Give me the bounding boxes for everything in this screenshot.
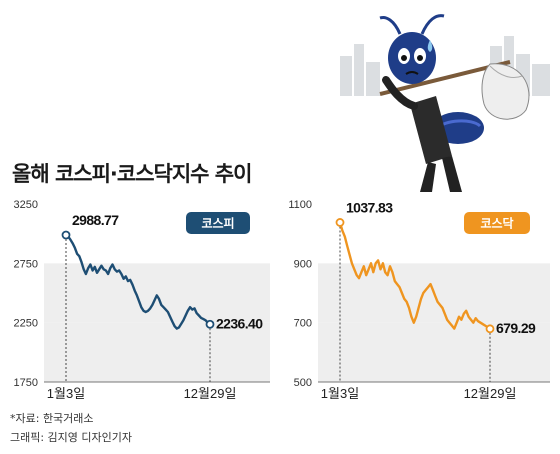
end-value-label: 2236.40 [216, 315, 263, 331]
grid-band [44, 322, 270, 382]
grid-band [318, 322, 550, 382]
series-line [338, 222, 491, 330]
y-tick-label: 2250 [14, 318, 38, 330]
start-point [335, 218, 345, 227]
start-value-label: 2988.77 [72, 212, 119, 228]
kosdaq-chart: 1100 900 700 500 1037.83 679.29 1월3일 12월29일 코스닥 [278, 198, 552, 401]
series-line [65, 234, 211, 330]
y-tick-label: 1750 [14, 377, 38, 389]
y-tick-label: 700 [294, 318, 312, 330]
y-tick-label: 900 [294, 258, 312, 270]
start-point [61, 230, 71, 240]
legend-label: 코스닥 [480, 216, 513, 231]
start-value-label: 1037.83 [346, 199, 393, 215]
x-tick-label: 12월29일 [464, 386, 517, 401]
kospi-chart: 3250 2750 2250 1750 2988.77 2236.40 1월3일 12월29일… [8, 198, 272, 401]
ant-body-suit [410, 96, 452, 164]
grid-band [44, 263, 270, 323]
page-title: 올해 코스피·코스닥지수 추이 [12, 162, 252, 186]
legend-badge [464, 212, 530, 234]
legend-badge [186, 212, 250, 234]
end-point [485, 324, 495, 334]
x-tick-label: 12월29일 [184, 386, 237, 401]
credit-note: 그래픽: 김지영 디자인기자 [10, 431, 133, 444]
kosdaq-chart-svg: 1100 900 700 500 1037.83 679.29 1월3일 12월29일 코스닥 [288, 199, 550, 401]
x-tick-label: 1월3일 [47, 386, 85, 401]
legend-label: 코스피 [201, 216, 234, 231]
kospi-chart-svg: 3250 2750 2250 1750 2988.77 2236.40 1월3일 12월29일… [14, 199, 270, 401]
y-tick-label: 3250 [14, 199, 38, 211]
ant-head [388, 32, 436, 84]
ant-illustration [340, 14, 550, 192]
end-point [205, 319, 215, 329]
source-note: *자료: 한국거래소 [10, 412, 94, 425]
y-tick-label: 2750 [14, 258, 38, 270]
y-tick-label: 1100 [288, 199, 312, 211]
y-tick-label: 500 [294, 377, 312, 389]
x-tick-label: 1월3일 [321, 386, 359, 401]
sweat-drop [427, 40, 433, 52]
end-value-label: 679.29 [496, 320, 536, 336]
